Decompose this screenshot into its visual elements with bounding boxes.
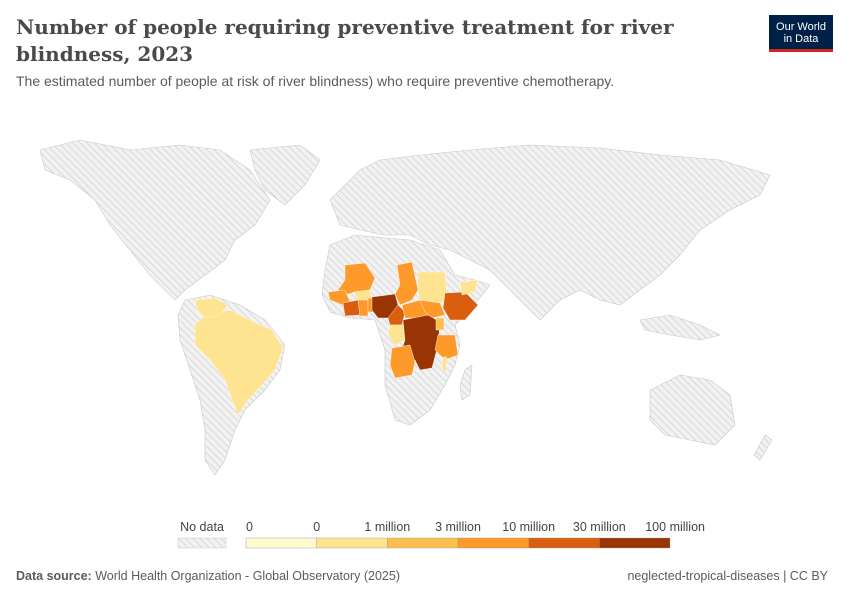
country-tanzania[interactable]	[434, 334, 459, 361]
source-label: Data source:	[16, 569, 92, 583]
owid-logo[interactable]: Our World in Data	[769, 15, 833, 52]
legend: No data 0 0 1 million 3 million 10 million 30…	[177, 520, 705, 549]
eurasia[interactable]	[329, 144, 771, 321]
country-cote-divoire[interactable]	[342, 299, 361, 317]
country-cameroon[interactable]	[387, 304, 406, 326]
data-countries	[194, 261, 479, 416]
legend-tick-label: 0	[246, 520, 253, 534]
greenland[interactable]	[249, 144, 321, 206]
legend-tick-label: 100 million	[645, 520, 705, 534]
legend-tick-label: 0	[313, 520, 320, 534]
footer-source: Data source: World Health Organization -…	[16, 569, 400, 583]
country-chad[interactable]	[394, 261, 419, 306]
country-uganda[interactable]	[435, 317, 445, 331]
legend-tick-label: 10 million	[502, 520, 555, 534]
source-text[interactable]: World Health Organization - Global Obser…	[95, 569, 400, 583]
southeast-asia-islands[interactable]	[639, 314, 721, 341]
new-zealand[interactable]	[753, 434, 773, 461]
country-angola[interactable]	[389, 344, 416, 379]
country-brazil[interactable]	[194, 309, 284, 416]
legend-bin-3[interactable]	[457, 537, 529, 549]
country-congo[interactable]	[387, 324, 406, 346]
north-america[interactable]	[39, 139, 271, 301]
country-malawi[interactable]	[441, 356, 448, 373]
country-ghana[interactable]	[357, 299, 369, 317]
legend-tick-label: 30 million	[573, 520, 626, 534]
legend-tick-label: 1 million	[364, 520, 410, 534]
country-yemen[interactable]	[459, 279, 479, 296]
logo-line-2: in Data	[783, 33, 819, 45]
world-map: No data 0 0 1 million 3 million 10 million 30…	[39, 139, 773, 549]
legend-no-data-label: No data	[180, 520, 224, 534]
footer-license[interactable]: neglected-tropical-diseases | CC BY	[627, 569, 828, 583]
country-venezuela[interactable]	[194, 297, 229, 319]
country-south-sudan[interactable]	[419, 299, 446, 319]
legend-tick-label: 3 million	[435, 520, 481, 534]
chart-subtitle: The estimated number of people at risk o…	[16, 73, 615, 89]
chart-title: Number of people requiring preventive tr…	[16, 15, 674, 66]
country-sudan[interactable]	[417, 271, 448, 306]
legend-bin-1[interactable]	[316, 537, 388, 549]
legend-no-data-swatch[interactable]	[177, 537, 227, 549]
logo-line-1: Our World	[776, 21, 826, 33]
legend-bin-4[interactable]	[528, 537, 600, 549]
madagascar[interactable]	[459, 364, 473, 401]
legend-bin-0[interactable]	[245, 537, 317, 549]
legend-bin-2[interactable]	[387, 537, 459, 549]
australia[interactable]	[649, 374, 736, 446]
legend-bin-5[interactable]	[599, 537, 671, 549]
